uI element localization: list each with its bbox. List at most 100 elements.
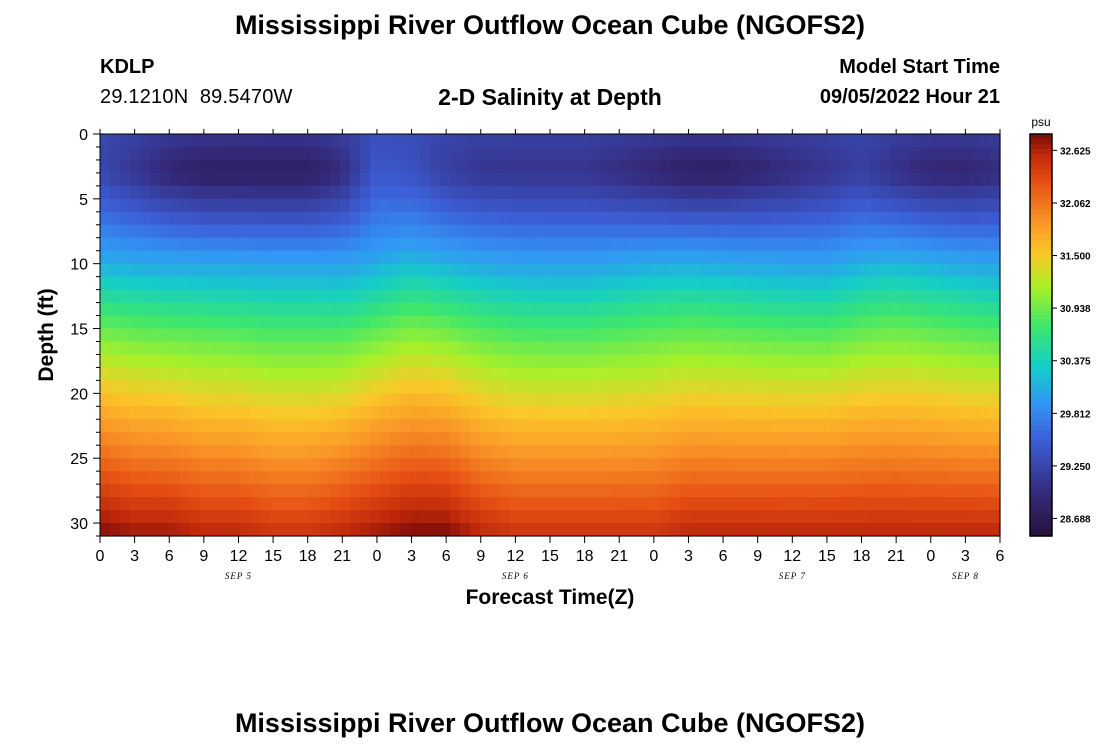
heatmap-cell xyxy=(730,250,741,265)
heatmap-cell xyxy=(290,471,301,485)
heatmap-cell xyxy=(700,406,711,420)
heatmap-cell xyxy=(230,419,241,433)
heatmap-cell xyxy=(340,445,351,459)
heatmap-cell xyxy=(430,393,441,407)
heatmap-cell xyxy=(820,419,831,433)
heatmap-cell xyxy=(990,458,1001,472)
heatmap-cell xyxy=(420,146,431,161)
heatmap-cell xyxy=(370,328,381,343)
heatmap-cell xyxy=(120,263,131,278)
heatmap-cell xyxy=(560,250,571,265)
heatmap-cell xyxy=(690,393,701,407)
heatmap-cell xyxy=(950,393,961,407)
heatmap-cell xyxy=(720,237,731,252)
heatmap-cell xyxy=(380,211,391,226)
heatmap-cell xyxy=(200,328,211,343)
heatmap-cell xyxy=(890,510,901,524)
heatmap-cell xyxy=(390,380,401,394)
heatmap-cell xyxy=(670,250,681,265)
heatmap-cell xyxy=(770,315,781,330)
heatmap-cell xyxy=(120,185,131,200)
heatmap-cell xyxy=(670,393,681,407)
heatmap-cell xyxy=(170,263,181,278)
heatmap-cell xyxy=(240,497,251,511)
heatmap-cell xyxy=(880,276,891,291)
heatmap-cell xyxy=(360,159,371,174)
heatmap-cell xyxy=(690,458,701,472)
colorbar-segment xyxy=(1030,410,1052,416)
heatmap-cell xyxy=(300,406,311,420)
figure-title: Mississippi River Outflow Ocean Cube (NG… xyxy=(234,10,866,40)
heatmap-cell xyxy=(420,172,431,187)
heatmap-cell xyxy=(420,445,431,459)
heatmap-cell xyxy=(610,523,621,537)
heatmap-cell xyxy=(290,185,301,200)
heatmap-cell xyxy=(810,237,821,252)
heatmap-cell xyxy=(780,198,791,213)
heatmap-cell xyxy=(270,315,281,330)
heatmap-cell xyxy=(800,250,811,265)
colorbar-segment xyxy=(1030,465,1052,472)
heatmap-cell xyxy=(370,497,381,511)
heatmap-cell xyxy=(460,263,471,278)
heatmap-cell xyxy=(160,289,171,304)
heatmap-cell xyxy=(440,432,451,446)
heatmap-cell xyxy=(480,393,491,407)
heatmap-cell xyxy=(760,224,771,239)
heatmap-cell xyxy=(970,250,981,265)
heatmap-cell xyxy=(990,185,1001,200)
heatmap-cell xyxy=(730,146,741,161)
heatmap-cell xyxy=(370,250,381,265)
heatmap-cell xyxy=(790,458,801,472)
heatmap-cell xyxy=(940,315,951,330)
heatmap-cell xyxy=(680,185,691,200)
heatmap-cell xyxy=(270,198,281,213)
heatmap-cell xyxy=(310,393,321,407)
heatmap-cell xyxy=(150,185,161,200)
heatmap-cell xyxy=(180,146,191,161)
heatmap-cell xyxy=(850,393,861,407)
heatmap-cell xyxy=(240,159,251,174)
heatmap-cell xyxy=(490,445,501,459)
heatmap-cell xyxy=(740,445,751,459)
heatmap-cell xyxy=(740,224,751,239)
heatmap-cell xyxy=(400,211,411,226)
heatmap-cell xyxy=(800,289,811,304)
heatmap-cell xyxy=(580,341,591,356)
heatmap-cell xyxy=(570,419,581,433)
heatmap-cell xyxy=(390,237,401,252)
heatmap-cell xyxy=(760,458,771,472)
heatmap-cell xyxy=(830,510,841,524)
heatmap-cell xyxy=(740,146,751,161)
heatmap-cell xyxy=(170,185,181,200)
heatmap-cell xyxy=(650,302,661,317)
heatmap-cell xyxy=(820,484,831,498)
heatmap-cell xyxy=(940,510,951,524)
heatmap-cell xyxy=(150,289,161,304)
heatmap-cell xyxy=(140,159,151,174)
heatmap-cell xyxy=(820,237,831,252)
heatmap-cell xyxy=(890,523,901,537)
heatmap-cell xyxy=(480,198,491,213)
heatmap-cell xyxy=(340,497,351,511)
heatmap-cell xyxy=(660,523,671,537)
heatmap-cell xyxy=(520,315,531,330)
heatmap-cell xyxy=(610,406,621,420)
heatmap-cell xyxy=(130,471,141,485)
heatmap-cell xyxy=(450,367,461,381)
heatmap-cell xyxy=(610,224,621,239)
heatmap-cell xyxy=(150,419,161,433)
heatmap-cell xyxy=(790,406,801,420)
heatmap-cell xyxy=(950,224,961,239)
heatmap-cell xyxy=(770,445,781,459)
heatmap-cell xyxy=(940,419,951,433)
heatmap-cell xyxy=(100,289,111,304)
heatmap-cell xyxy=(930,471,941,485)
heatmap-cell xyxy=(680,458,691,472)
heatmap-cell xyxy=(500,237,511,252)
heatmap-cell xyxy=(210,276,221,291)
heatmap-cell xyxy=(150,484,161,498)
heatmap-cell xyxy=(530,380,541,394)
heatmap-cell xyxy=(570,289,581,304)
heatmap-cell xyxy=(300,134,311,148)
